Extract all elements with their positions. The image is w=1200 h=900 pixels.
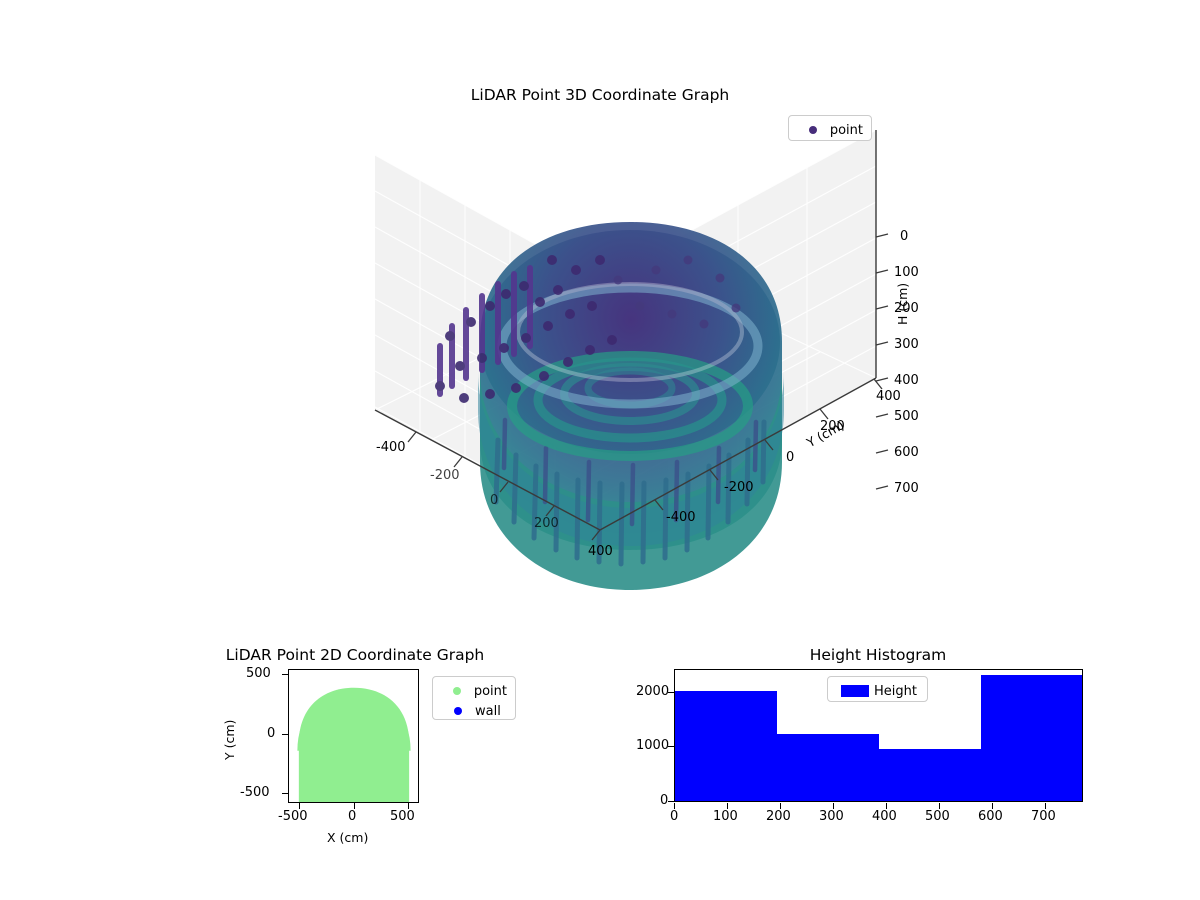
scatter2d-ytickmark-500 xyxy=(282,673,288,675)
wall-marker-icon xyxy=(441,707,475,715)
histogram-xtick-700: 700 xyxy=(1031,809,1056,824)
histogram-xtickmark-100 xyxy=(726,803,728,809)
histogram-xtick-0: 0 xyxy=(670,809,679,824)
scatter3d-xtick-200: 200 xyxy=(534,516,559,531)
scatter2d-xtick-500: 500 xyxy=(390,809,415,824)
scatter3d-ztick-400: 400 xyxy=(894,373,919,388)
scatter2d-xtickmark-0 xyxy=(353,803,355,809)
histogram-ytick-2000: 2000 xyxy=(636,684,670,699)
scatter2d-axes[interactable] xyxy=(288,669,419,803)
histogram-xtickmark-600 xyxy=(991,803,993,809)
histogram-bar-1[interactable] xyxy=(777,734,879,801)
legend-label: point xyxy=(473,683,507,699)
scatter2d-ytickmark--500 xyxy=(282,792,288,794)
scatter3d-ztick-0: 0 xyxy=(900,229,909,244)
scatter3d-zaxis-label: H (cm) xyxy=(895,282,910,325)
scatter2d-title: LiDAR Point 2D Coordinate Graph xyxy=(225,646,485,664)
scatter3d-ytick-400: 400 xyxy=(876,389,901,404)
scatter3d-ztick-300: 300 xyxy=(894,337,919,352)
scatter3d-ztick-600: 600 xyxy=(894,445,919,460)
legend-label: point xyxy=(829,122,863,138)
histogram-xtickmark-0 xyxy=(673,803,675,809)
histogram-xtick-100: 100 xyxy=(713,809,738,824)
histogram-ytickmark-2000 xyxy=(668,691,674,693)
histogram-xtickmark-500 xyxy=(938,803,940,809)
scatter2d-xaxis-label: X (cm) xyxy=(327,830,369,845)
legend-label: wall xyxy=(475,703,501,719)
histogram-xtickmark-400 xyxy=(885,803,887,809)
scatter2d-ytickmark-0 xyxy=(282,733,288,735)
scatter3d-legend[interactable]: point xyxy=(788,115,872,141)
scatter3d-ytick-200: 200 xyxy=(820,419,845,434)
histogram-bar-2[interactable] xyxy=(879,749,981,801)
scatter3d-ztick-200: 200 xyxy=(894,301,919,316)
scatter3d-pointcloud xyxy=(435,222,784,590)
scatter3d-xtick-400: 400 xyxy=(588,544,613,559)
scatter3d-title: LiDAR Point 3D Coordinate Graph xyxy=(470,86,730,104)
scatter2d-xtick--500: -500 xyxy=(278,809,308,824)
scatter3d-xtick--400: -400 xyxy=(376,440,406,455)
histogram-xtick-600: 600 xyxy=(978,809,1003,824)
scatter3d-canvas xyxy=(374,129,889,590)
scatter3d-ztick-700: 700 xyxy=(894,481,919,496)
scatter3d-ytick--200: -200 xyxy=(724,480,754,495)
scatter2d-yaxis-label: Y (cm) xyxy=(222,719,237,760)
scatter2d-xtickmark--500 xyxy=(298,803,300,809)
histogram-ytickmark-0 xyxy=(668,800,674,802)
height-patch-icon xyxy=(836,685,874,697)
legend-item-wall[interactable]: wall xyxy=(441,701,507,721)
scatter3d-ztick-100: 100 xyxy=(894,265,919,280)
histogram-xtick-200: 200 xyxy=(766,809,791,824)
point-marker-icon xyxy=(797,126,830,134)
legend-item-height[interactable]: Height xyxy=(836,681,919,701)
legend-label: Height xyxy=(874,683,917,699)
legend-item-point[interactable]: point xyxy=(441,681,507,701)
histogram-xtick-500: 500 xyxy=(925,809,950,824)
histogram-xtickmark-200 xyxy=(779,803,781,809)
scatter2d-xtickmark-500 xyxy=(407,803,409,809)
histogram-title: Height Histogram xyxy=(809,646,947,664)
histogram-ytickmark-1000 xyxy=(668,745,674,747)
histogram-xtick-400: 400 xyxy=(872,809,897,824)
histogram-legend[interactable]: Height xyxy=(827,676,928,702)
scatter3d-xtick-0: 0 xyxy=(490,493,499,508)
histogram-xtickmark-300 xyxy=(832,803,834,809)
scatter2d-pointcloud xyxy=(297,687,411,802)
scatter3d-ytick--400: -400 xyxy=(666,510,696,525)
histogram-xtick-300: 300 xyxy=(819,809,844,824)
scatter3d-ztick-500: 500 xyxy=(894,409,919,424)
histogram-xtickmark-700 xyxy=(1044,803,1046,809)
scatter2d-ytick-500: 500 xyxy=(246,666,271,681)
point-marker-icon xyxy=(441,687,474,695)
histogram-ytick-0: 0 xyxy=(660,793,669,808)
histogram-ytick-1000: 1000 xyxy=(636,738,670,753)
scatter2d-legend[interactable]: point wall xyxy=(432,676,516,720)
scatter2d-ytick-0: 0 xyxy=(267,726,276,741)
scatter3d-ytick-0: 0 xyxy=(786,450,795,465)
scatter2d-ytick--500: -500 xyxy=(240,785,270,800)
legend-item-point[interactable]: point xyxy=(797,120,863,140)
scatter3d-axes[interactable]: 0 100 200 300 400 500 600 700 H (cm) -40… xyxy=(300,110,940,650)
histogram-bar-3[interactable] xyxy=(981,675,1082,801)
scatter3d-xtick--200: -200 xyxy=(430,468,460,483)
scatter2d-xtick-0: 0 xyxy=(348,809,357,824)
histogram-bar-0[interactable] xyxy=(675,691,777,801)
